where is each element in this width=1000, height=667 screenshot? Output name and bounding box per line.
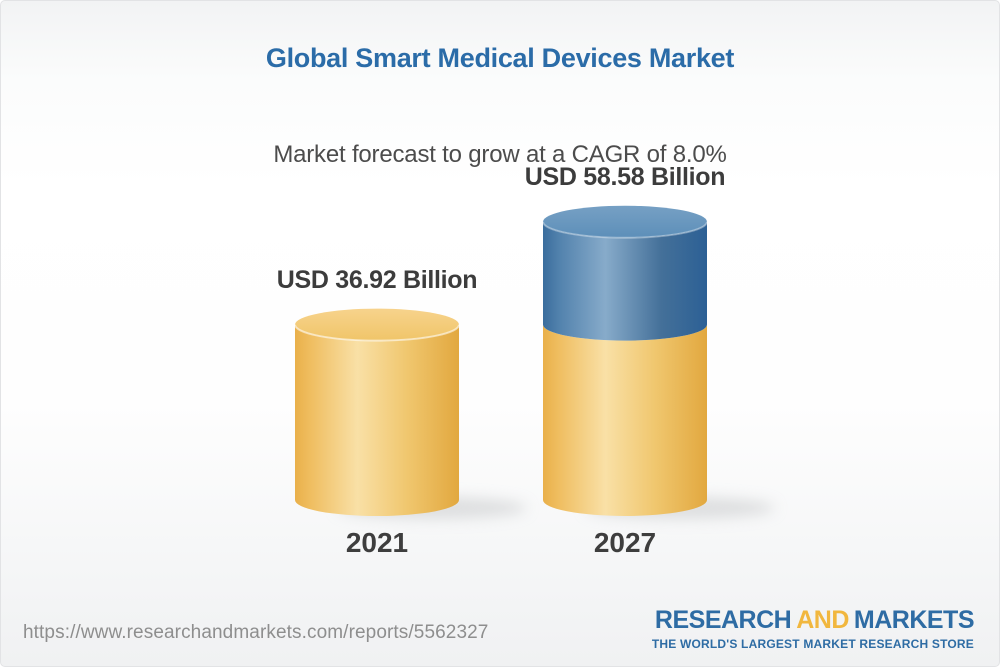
logo-word-markets: MARKETS <box>853 606 975 634</box>
bar-2021-top <box>295 308 459 341</box>
bar-2021-body <box>295 324 459 516</box>
chart-subtitle: Market forecast to grow at a CAGR of 8.0… <box>273 141 727 168</box>
axis-label-2021: 2021 <box>345 527 409 558</box>
report-url-link[interactable]: https://www.researchandmarkets.com/repor… <box>23 622 489 643</box>
bar-2027-top <box>543 205 707 238</box>
logo-word-and: AND <box>796 606 849 634</box>
axis-label-2027: 2027 <box>593 527 657 558</box>
bar-2027-growth-segment <box>543 221 707 341</box>
value-label-2027: USD 58.58 Billion <box>524 162 726 191</box>
logo-tagline: THE WORLD'S LARGEST MARKET RESEARCH STOR… <box>651 637 974 651</box>
bar-2027-baseline-segment <box>543 324 707 516</box>
bar-2027-rim-highlight <box>542 221 708 239</box>
research-and-markets-logo: RESEARCH AND MARKETS THE WORLD'S LARGEST M… <box>651 605 975 651</box>
logo-word-research: RESEARCH <box>654 606 792 634</box>
page-title: Global Smart Medical Devices Market <box>265 43 735 73</box>
value-label-2021: USD 36.92 Billion <box>276 265 478 294</box>
logo-wordmark: RESEARCH AND MARKETS <box>652 605 975 635</box>
bar-2021-rim-highlight <box>294 324 460 342</box>
